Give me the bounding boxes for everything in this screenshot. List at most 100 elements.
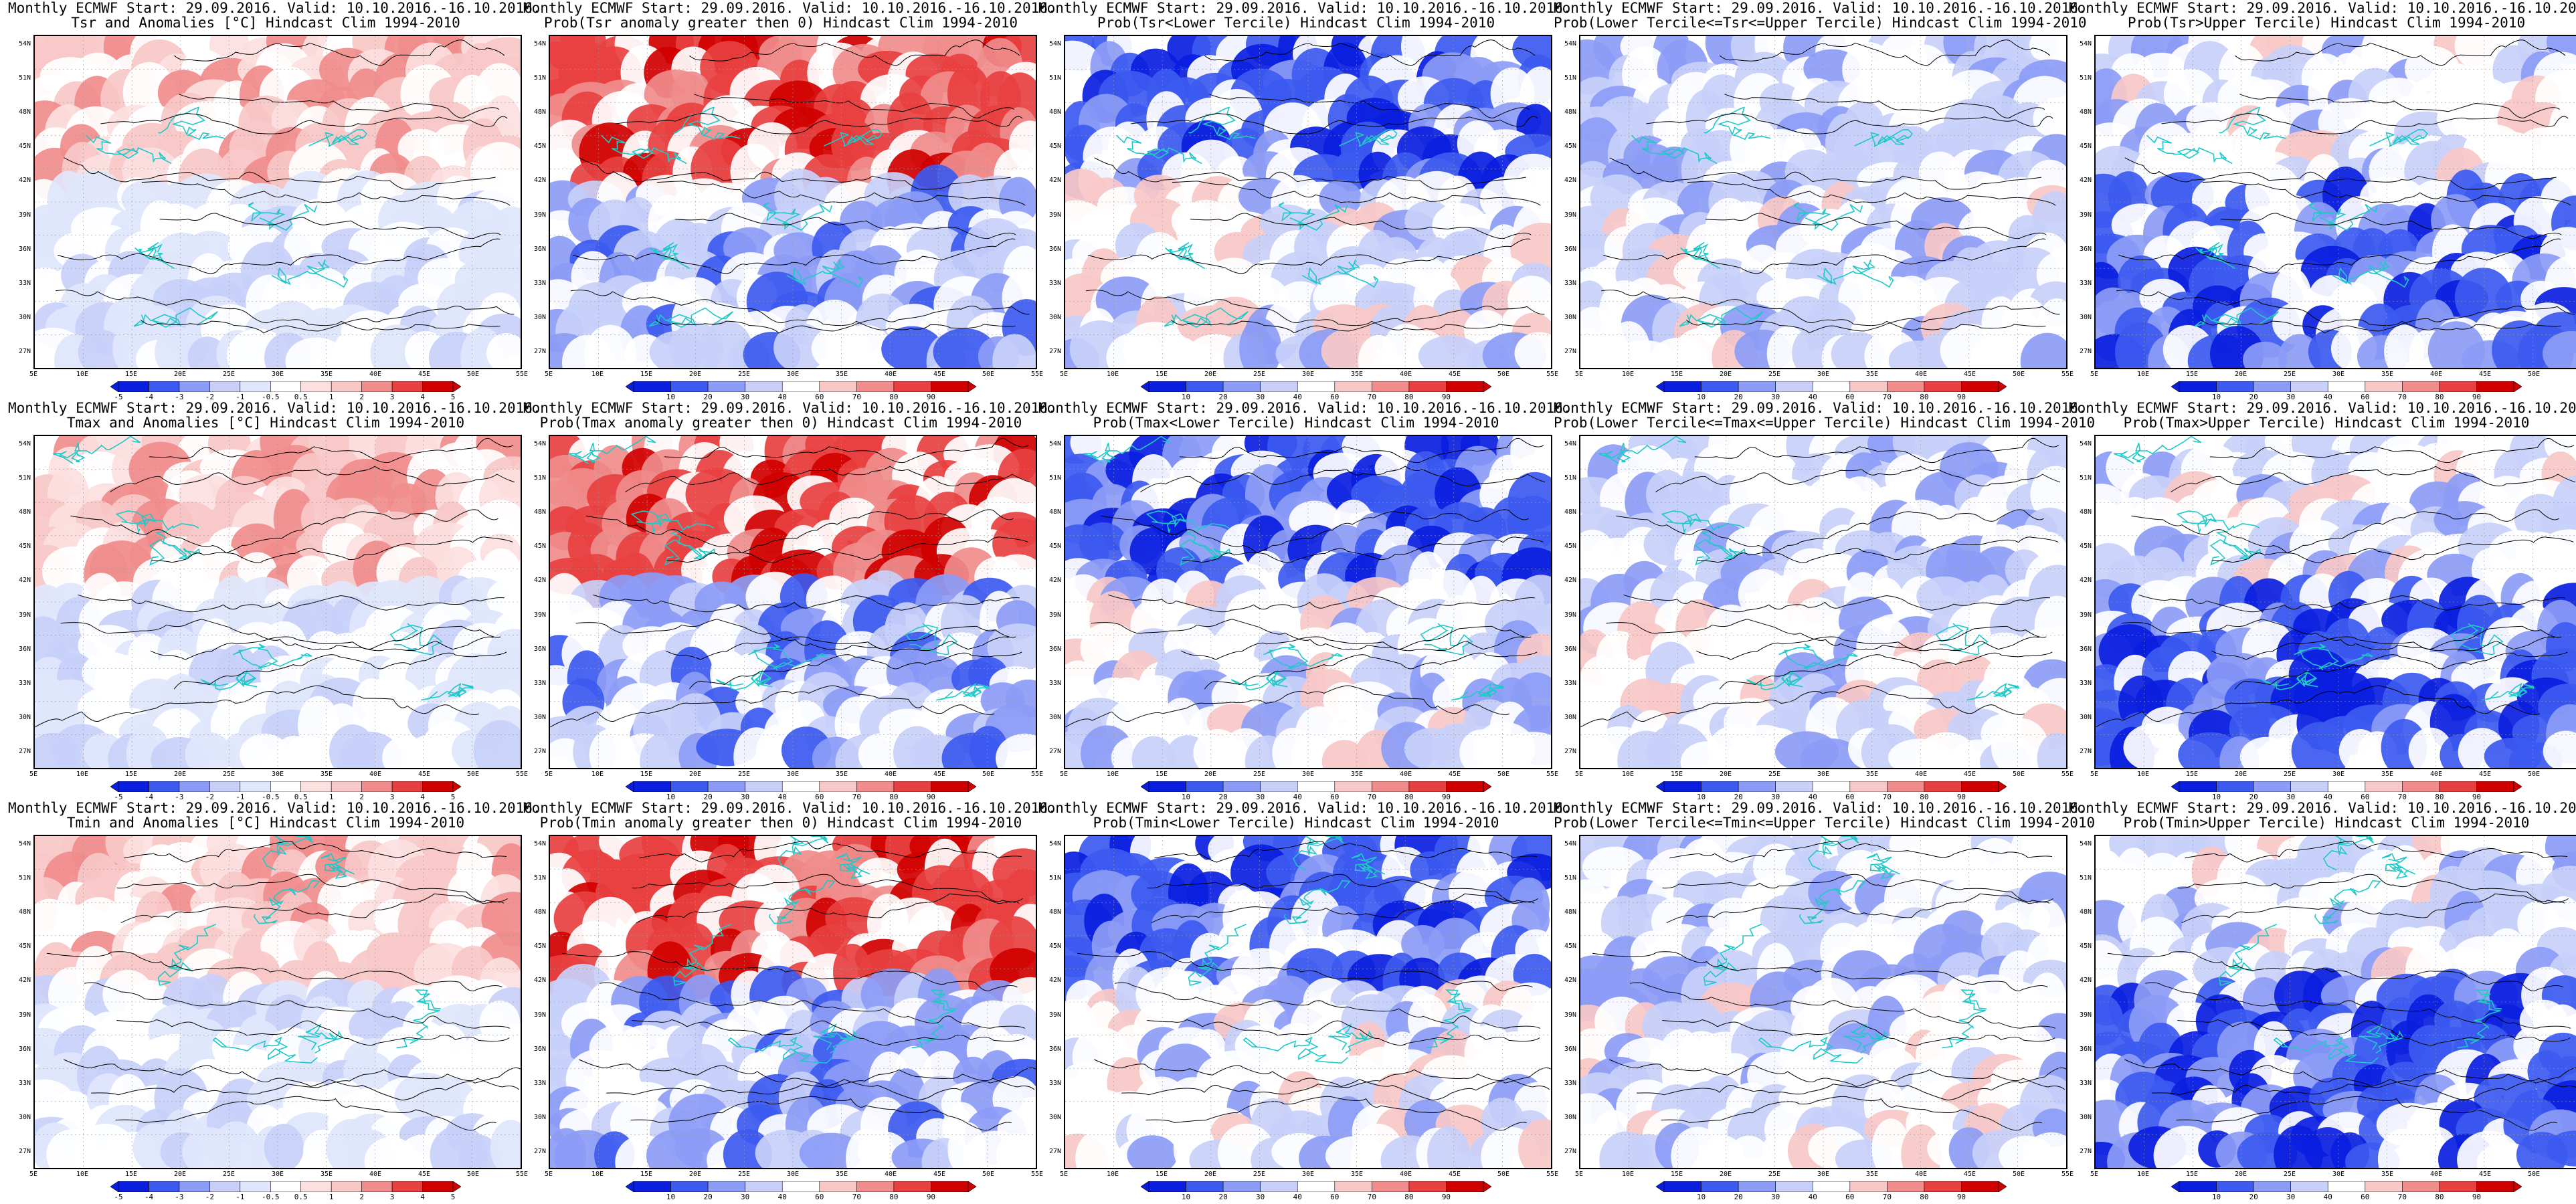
- lon-label: 15E: [640, 1171, 653, 1178]
- colorbar-tick-label: 40: [1293, 793, 1302, 801]
- panel-subtitle: Prob(Tsr anomaly greater then 0) Hindcas…: [543, 15, 1018, 31]
- lon-label: 50E: [466, 771, 480, 778]
- lat-label: 45N: [2079, 142, 2092, 150]
- lon-label: 45E: [2478, 1171, 2492, 1178]
- lon-label: 55E: [2061, 771, 2074, 778]
- lat-label: 42N: [533, 177, 546, 185]
- lon-label: 20E: [1204, 1171, 1217, 1178]
- lon-label: 50E: [2012, 771, 2025, 778]
- lon-label: 35E: [320, 771, 333, 778]
- lon-label: 55E: [515, 771, 529, 778]
- lat-label: 39N: [533, 211, 546, 219]
- panel-heading: Monthly ECMWF Start: 29.09.2016. Valid: …: [1554, 0, 2087, 16]
- lon-label: 50E: [466, 1171, 480, 1178]
- lat-label: 36N: [18, 645, 31, 653]
- panel-prob-pos-row1: Monthly ECMWF Start: 29.09.2016. Valid: …: [523, 0, 1056, 401]
- lon-label: 10E: [1106, 371, 1119, 378]
- colorbar-tick-label: 0.5: [294, 793, 308, 801]
- colorbar-tick-label: 60: [815, 393, 824, 401]
- lat-label: 36N: [2079, 645, 2092, 653]
- lat-label: 27N: [1564, 348, 1576, 355]
- colorbar: [110, 381, 461, 392]
- lon-label: 5E: [29, 771, 38, 778]
- lon-label: 10E: [2136, 371, 2150, 378]
- lon-label: 5E: [544, 371, 553, 378]
- lat-label: 30N: [1564, 1113, 1576, 1121]
- panel-heading: Monthly ECMWF Start: 29.09.2016. Valid: …: [1554, 800, 2087, 816]
- panel-heading: Monthly ECMWF Start: 29.09.2016. Valid: …: [8, 800, 541, 816]
- panel-heading: Monthly ECMWF Start: 29.09.2016. Valid: …: [8, 400, 541, 416]
- lat-label: 48N: [2079, 508, 2092, 516]
- panel-anomaly-row1: Monthly ECMWF Start: 29.09.2016. Valid: …: [8, 0, 541, 401]
- lon-label: 25E: [1768, 771, 1781, 778]
- colorbar-tick-label: 10: [1696, 793, 1706, 801]
- lon-label: 55E: [515, 371, 529, 378]
- colorbar-tick-label: -3: [175, 793, 184, 801]
- lat-label: 42N: [1048, 577, 1061, 585]
- colorbar: [110, 1181, 461, 1192]
- colorbar-tick-label: 70: [1882, 1193, 1892, 1201]
- lat-label: 30N: [2079, 313, 2092, 321]
- lat-label: 36N: [18, 1045, 31, 1053]
- lon-label: 10E: [76, 1171, 89, 1178]
- colorbar-tick-label: 60: [815, 793, 824, 801]
- map-field: [35, 36, 521, 368]
- lat-label: 54N: [2079, 840, 2092, 847]
- colorbar-tick-label: 2: [359, 393, 364, 401]
- colorbar-tick-label: 5: [450, 1193, 456, 1201]
- colorbar-tick-label: 20: [703, 1193, 713, 1201]
- panel-heading: Monthly ECMWF Start: 29.09.2016. Valid: …: [523, 0, 1056, 16]
- panel-anomaly-row2: Monthly ECMWF Start: 29.09.2016. Valid: …: [8, 400, 541, 801]
- lat-label: 45N: [533, 942, 546, 950]
- colorbar-tick-label: 40: [777, 793, 787, 801]
- colorbar-tick-label: 40: [777, 1193, 787, 1201]
- map-frame: [1579, 835, 2067, 1169]
- lon-label: 35E: [835, 1171, 848, 1178]
- colorbar-tick-label: 70: [1367, 1193, 1376, 1201]
- lon-label: 45E: [933, 371, 946, 378]
- colorbar-tick-label: 5: [450, 393, 456, 401]
- panel-prob-lower-row1: Monthly ECMWF Start: 29.09.2016. Valid: …: [1038, 0, 1572, 401]
- colorbar-tick-label: 4: [420, 393, 425, 401]
- lon-label: 55E: [1546, 771, 1559, 778]
- panel-heading: Monthly ECMWF Start: 29.09.2016. Valid: …: [2069, 800, 2576, 816]
- lon-label: 15E: [1670, 371, 1683, 378]
- colorbar-tick-label: 60: [815, 1193, 824, 1201]
- lon-label: 35E: [835, 771, 848, 778]
- colorbar-tick-label: 20: [1218, 1193, 1228, 1201]
- colorbar-tick-label: 80: [2435, 1193, 2444, 1201]
- lon-label: 30E: [1817, 771, 1830, 778]
- lat-label: 30N: [1564, 313, 1576, 321]
- colorbar-tick-label: 90: [2472, 1193, 2482, 1201]
- lat-label: 54N: [1564, 440, 1576, 447]
- lat-label: 27N: [533, 748, 546, 755]
- lat-label: 27N: [18, 348, 31, 355]
- lon-label: 5E: [544, 771, 553, 778]
- map-frame: [1579, 435, 2067, 769]
- lon-label: 55E: [1030, 771, 1044, 778]
- panel-subtitle: Prob(Tsr<Lower Tercile) Hindcast Clim 19…: [1097, 15, 1495, 31]
- colorbar-tick-label: 70: [2397, 1193, 2407, 1201]
- lat-label: 54N: [1048, 840, 1061, 847]
- map-frame: [2094, 435, 2576, 769]
- panel-subtitle: Prob(Lower Tercile<=Tsr<=Upper Tercile) …: [1554, 15, 2087, 31]
- lon-label: 10E: [2136, 771, 2150, 778]
- lat-label: 51N: [2079, 874, 2092, 882]
- lon-label: 10E: [1621, 1171, 1635, 1178]
- lon-label: 15E: [1670, 1171, 1683, 1178]
- lon-label: 45E: [418, 771, 431, 778]
- lat-label: 54N: [1564, 40, 1576, 47]
- colorbar-tick-label: 80: [1920, 1193, 1929, 1201]
- map-field: [550, 836, 1036, 1168]
- lon-label: 55E: [515, 1171, 529, 1178]
- map-frame: [2094, 35, 2576, 369]
- map-field: [1065, 36, 1551, 368]
- lon-label: 25E: [737, 371, 751, 378]
- lat-label: 45N: [18, 542, 31, 550]
- lat-label: 30N: [2079, 713, 2092, 721]
- lon-label: 55E: [1030, 1171, 1044, 1178]
- colorbar: [1656, 1181, 2007, 1192]
- lon-label: 15E: [1670, 771, 1683, 778]
- lat-label: 27N: [533, 1148, 546, 1155]
- lon-label: 40E: [369, 771, 382, 778]
